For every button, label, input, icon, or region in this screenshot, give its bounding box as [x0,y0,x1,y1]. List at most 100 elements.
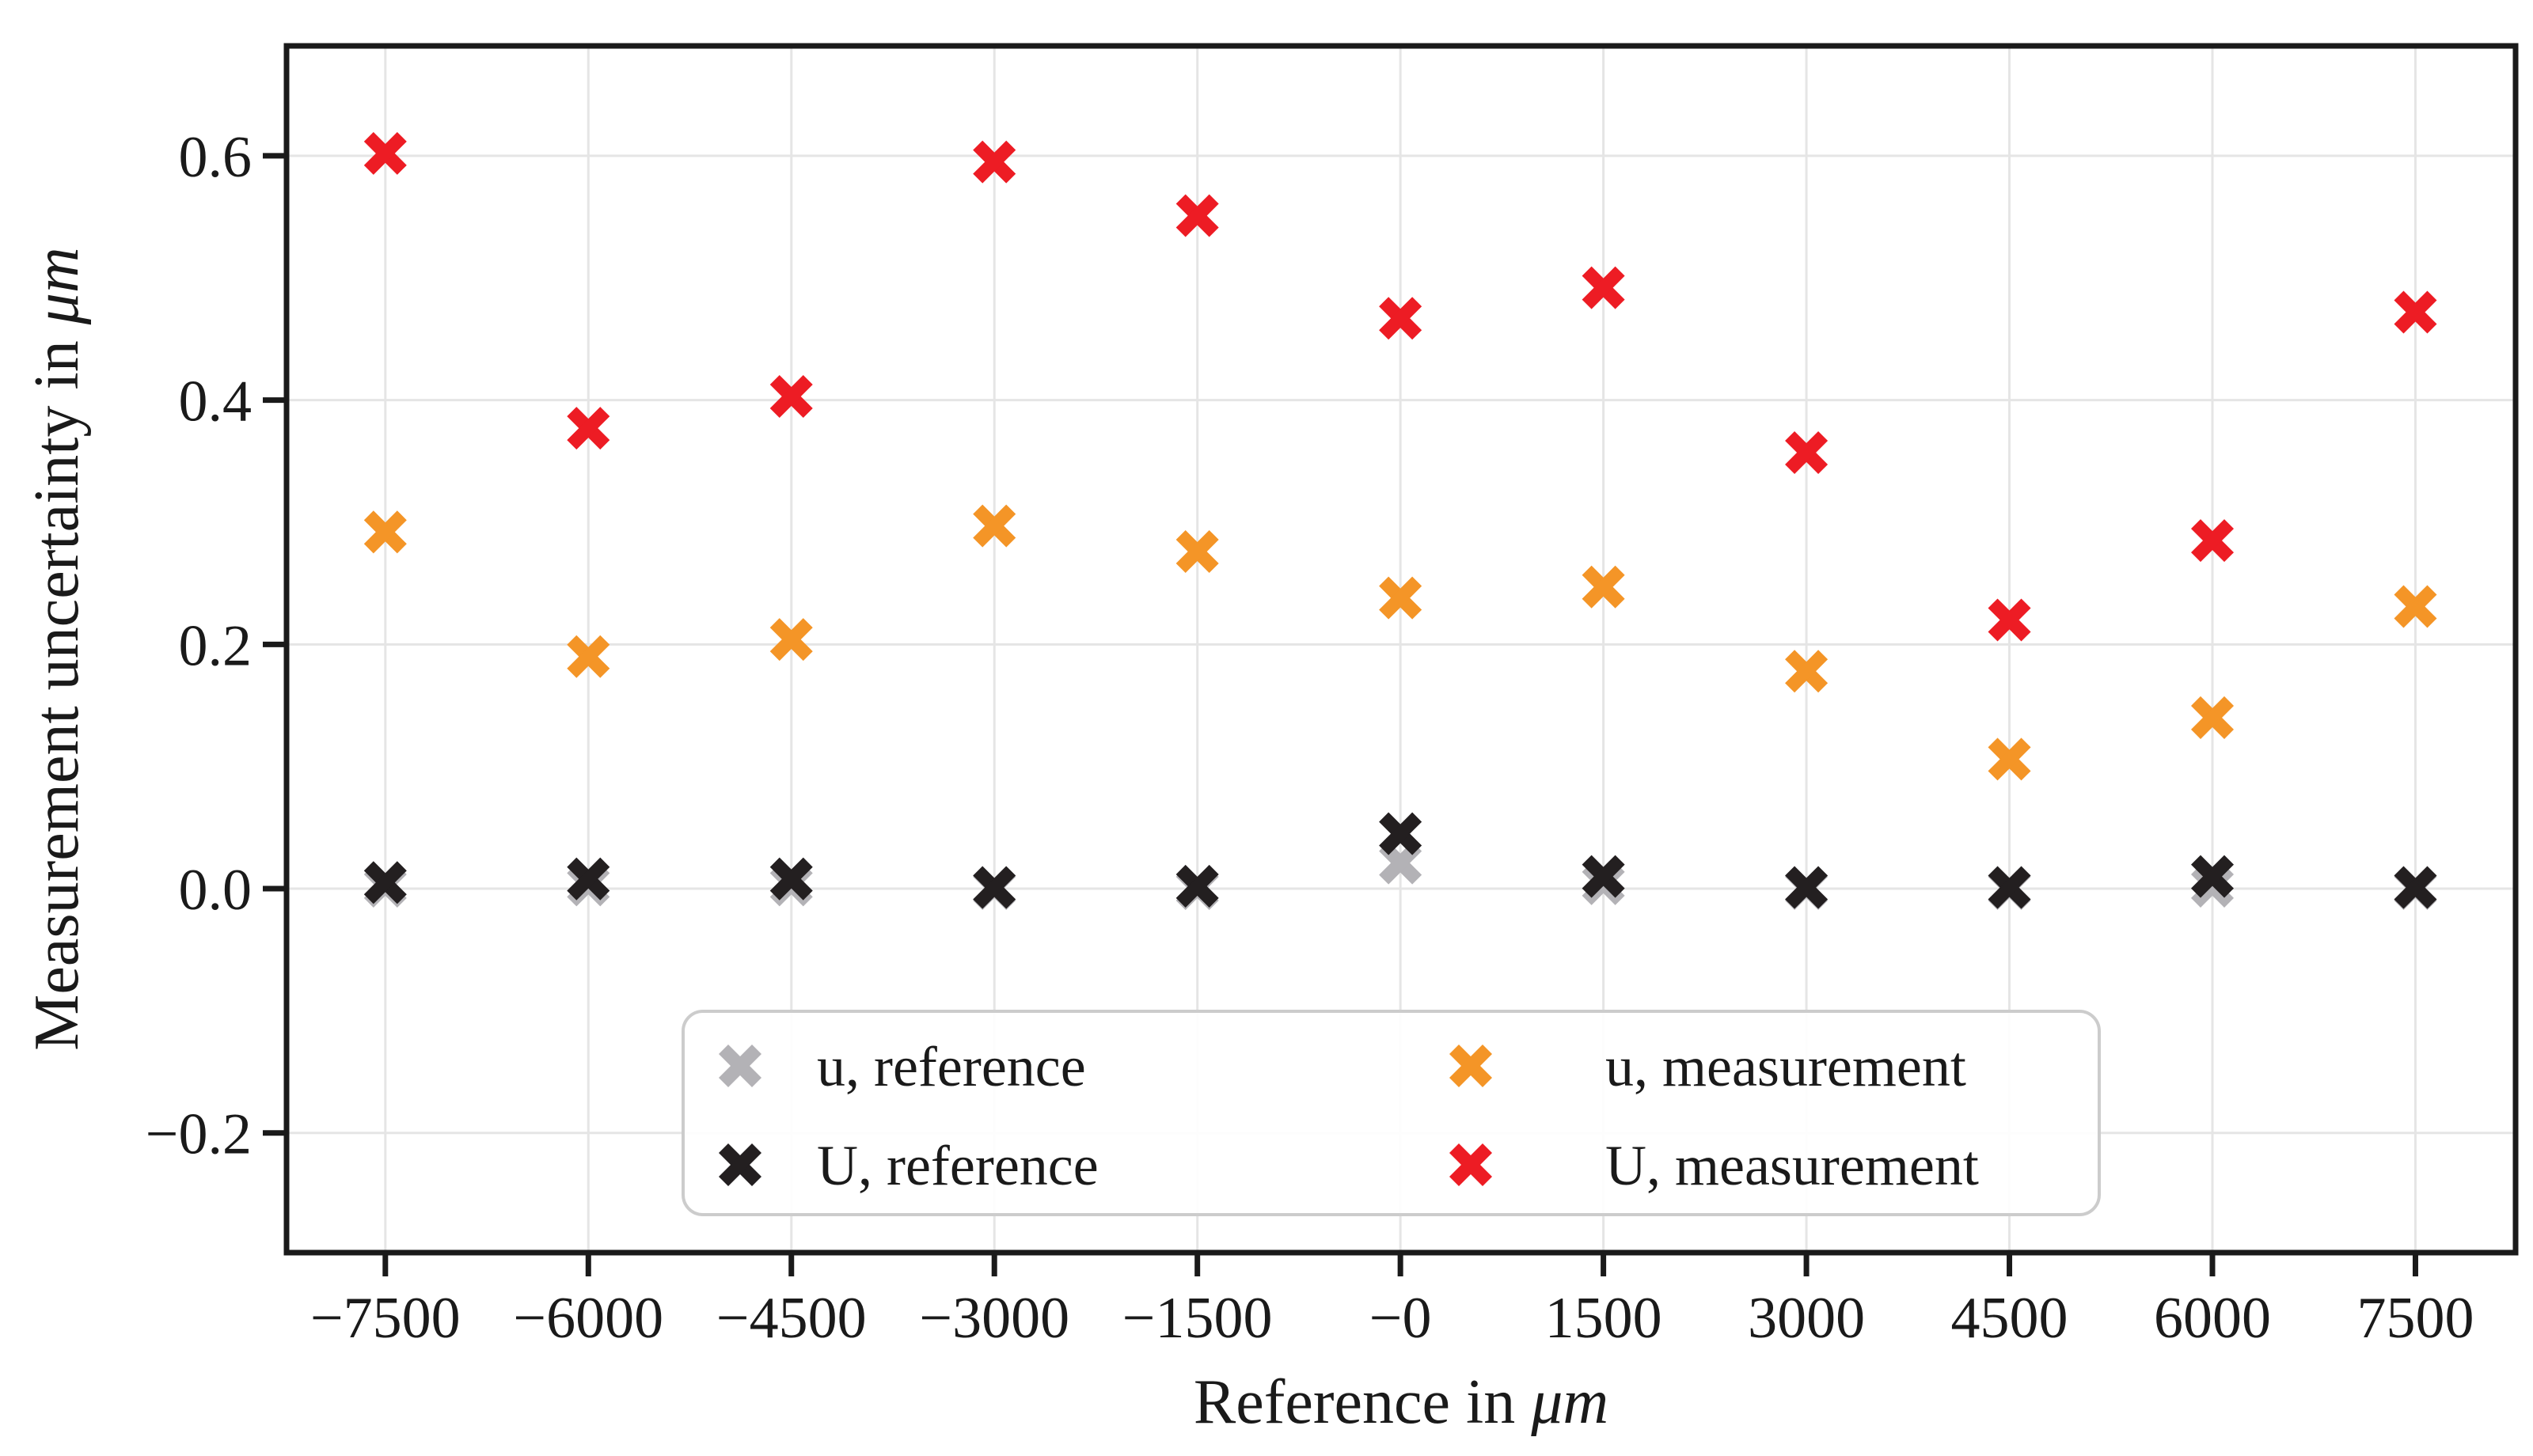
legend: u, reference U, reference u, measurement U,… [682,1010,2101,1216]
marker-stroke [567,635,610,678]
marker-stroke [1988,737,2031,781]
marker-stroke [1785,430,1829,475]
marker-stroke [1988,866,2031,909]
data-point-x-icon [2190,864,2235,908]
legend-entry: U, measurement [1449,1134,1979,1197]
y-axis-label: Measurement uncertainty in μm [22,247,92,1050]
marker-stroke [1582,565,1625,609]
marker-stroke [769,618,813,662]
marker-stroke [2394,866,2437,909]
marker-stroke [567,407,610,450]
marker-stroke [2190,855,2235,898]
marker-stroke [718,1143,762,1187]
data-point-x-icon [1582,855,1625,898]
marker-stroke [973,504,1016,548]
marker-stroke [769,857,813,901]
marker-stroke [1449,1143,1493,1187]
marker-stroke [1379,576,1422,620]
marker-stroke [718,1044,762,1088]
y-axis-label-text: Measurement uncertainty in [22,340,92,1050]
marker-stroke [363,861,407,904]
data-point-x-icon [2394,290,2437,334]
y-tick-label: 0.2 [179,613,253,678]
marker-stroke [1988,598,2031,642]
marker-stroke [2190,519,2235,563]
data-point-x-icon [1582,565,1625,609]
legend-entry-label: u, reference [817,1035,1086,1098]
y-tick-label: −0.2 [146,1102,252,1167]
series-u-measurement [363,504,2437,781]
y-tick-label: 0.6 [179,125,253,190]
tick-layer: −7500 −6000 −4500 −3000 −1500 −0 1500 3000 4500 6… [146,125,2474,1351]
x-axis-label-text: Reference in [1194,1367,1515,1437]
data-point-x-icon [1785,866,1829,909]
marker-stroke [1785,866,1829,909]
x-tick-label: 1500 [1545,1286,1662,1351]
data-point-x-icon [2190,696,2235,739]
data-point-x-icon [363,510,407,554]
marker-stroke [1379,812,1422,855]
legend-entry: U, reference [718,1134,1099,1197]
data-point-x-icon [363,131,407,175]
x-tick-label: 3000 [1748,1286,1865,1351]
legend-marker-x-icon [1449,1044,1493,1088]
data-point-x-icon [1785,650,1829,693]
marker-stroke [973,140,1016,184]
data-point-layer [363,131,2437,911]
data-point-x-icon [567,857,610,901]
marker-stroke [1785,650,1829,693]
marker-stroke [1175,864,1219,908]
legend-marker-x-icon [1449,1143,1493,1187]
data-point-x-icon [1379,297,1422,340]
x-tick-label: 6000 [2154,1286,2271,1351]
data-point-x-icon [769,618,813,662]
marker-stroke [1175,530,1219,574]
x-tick-label: −6000 [513,1286,663,1351]
marker-stroke [2190,864,2235,908]
legend-entry-label: u, measurement [1605,1035,1966,1098]
legend-marker-x-icon [718,1143,762,1187]
data-point-x-icon [1175,194,1219,237]
legend-entry: u, reference [718,1035,1086,1098]
legend-entry: u, measurement [1449,1035,1966,1098]
marker-stroke [1175,194,1219,237]
data-point-x-icon [1988,737,2031,781]
x-tick-label: −7500 [310,1286,461,1351]
data-point-x-icon [1175,864,1219,908]
marker-stroke [2190,696,2235,739]
data-point-x-icon [2190,519,2235,563]
series-u-measurement [363,131,2437,642]
data-point-x-icon [973,866,1016,909]
data-point-x-icon [769,374,813,419]
marker-stroke [1379,297,1422,340]
data-point-x-icon [1988,598,2031,642]
data-point-x-icon [1582,266,1625,309]
marker-stroke [1449,1044,1493,1088]
marker-stroke [2394,585,2437,628]
grid-layer [287,46,2516,1253]
data-point-x-icon [1379,812,1422,855]
x-tick-label: 4500 [1951,1286,2068,1351]
marker-stroke [1582,266,1625,309]
data-point-x-icon [1379,576,1422,620]
data-point-x-icon [769,857,813,901]
data-point-x-icon [973,504,1016,548]
legend-entry-label: U, measurement [1605,1134,1979,1197]
legend-marker-x-icon [718,1044,762,1088]
data-point-x-icon [2190,855,2235,898]
marker-stroke [363,510,407,554]
data-point-x-icon [1785,430,1829,475]
legend-entry-label: U, reference [817,1134,1099,1197]
data-point-x-icon [973,140,1016,184]
legend-box [682,1010,2101,1216]
x-tick-label: 7500 [2356,1286,2474,1351]
y-axis-unit: μm [22,247,92,325]
marker-stroke [2394,290,2437,334]
data-point-x-icon [567,635,610,678]
marker-stroke [973,866,1016,909]
x-tick-label: −3000 [919,1286,1069,1351]
data-point-x-icon [2394,585,2437,628]
marker-stroke [769,374,813,419]
